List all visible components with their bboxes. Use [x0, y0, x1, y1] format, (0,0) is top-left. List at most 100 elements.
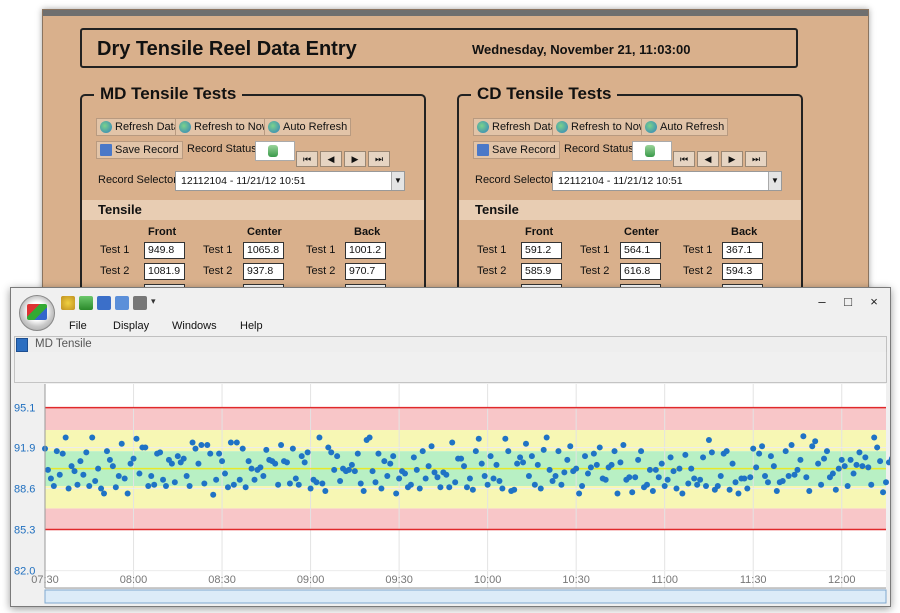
save-record-button[interactable]: Save Record: [96, 141, 183, 159]
data-point: [823, 448, 830, 455]
close-button[interactable]: ×: [870, 294, 878, 309]
column-header: Back: [354, 226, 381, 238]
data-point: [236, 476, 243, 483]
refresh-to-now-button[interactable]: Refresh to Now: [552, 118, 651, 136]
data-point: [829, 470, 836, 477]
menu-windows[interactable]: Windows: [172, 320, 217, 332]
data-point: [283, 459, 290, 466]
value-field[interactable]: 937.8: [243, 263, 284, 280]
x-tick-label: 09:00: [297, 574, 325, 586]
value-field[interactable]: 367.1: [722, 242, 763, 259]
x-tick-label: 07:30: [31, 574, 59, 586]
data-point: [528, 453, 535, 460]
record-selector[interactable]: 12112104 - 11/21/12 10:51 ▼: [552, 171, 782, 191]
chart-pin-icon[interactable]: [16, 338, 28, 352]
data-point: [522, 440, 529, 447]
menu-help[interactable]: Help: [240, 320, 263, 332]
data-point: [868, 481, 875, 488]
data-point: [124, 490, 131, 497]
data-point: [764, 479, 771, 486]
save-record-button[interactable]: Save Record: [473, 141, 560, 159]
data-point: [874, 444, 881, 451]
menu-display[interactable]: Display: [113, 320, 150, 332]
first-record-button[interactable]: ⏮: [296, 151, 318, 167]
data-point: [422, 475, 429, 482]
data-point: [587, 464, 594, 471]
value-field[interactable]: 616.8: [620, 263, 661, 280]
value-field[interactable]: 1081.9: [144, 263, 185, 280]
next-record-button[interactable]: ▶: [344, 151, 366, 167]
value-field[interactable]: 564.1: [620, 242, 661, 259]
connect-icon[interactable]: [79, 296, 93, 310]
refresh-data-button[interactable]: Refresh Data: [473, 118, 561, 136]
control-chart[interactable]: 95.1 91.9 88.6 85.3 82.007:30 08:00 08:30 09:00…: [11, 288, 890, 606]
data-point: [517, 454, 524, 461]
data-point: [705, 436, 712, 443]
save-icon[interactable]: [97, 296, 111, 310]
value-field[interactable]: 970.7: [345, 263, 386, 280]
refresh-icon: [645, 121, 657, 133]
data-point: [127, 460, 134, 467]
data-point: [649, 487, 656, 494]
record-selector-value: 12112104 - 11/21/12 10:51: [181, 175, 306, 187]
first-record-button[interactable]: ⏮: [673, 151, 695, 167]
data-point: [118, 440, 125, 447]
column-header: Back: [731, 226, 758, 238]
save-as-icon[interactable]: [115, 296, 129, 310]
chevron-down-icon[interactable]: ▼: [768, 172, 781, 190]
data-point: [534, 461, 541, 468]
data-point: [702, 483, 709, 489]
data-point: [334, 453, 341, 460]
data-point: [835, 465, 842, 472]
chevron-down-icon[interactable]: ▼: [391, 172, 404, 190]
data-point: [717, 473, 724, 480]
value-field[interactable]: 1065.8: [243, 242, 284, 259]
value-field[interactable]: 591.2: [521, 242, 562, 259]
row-label: Test 2: [580, 265, 610, 277]
data-point: [493, 461, 500, 468]
refresh-data-button[interactable]: Refresh Data: [96, 118, 184, 136]
data-point: [664, 476, 671, 483]
data-point: [688, 465, 695, 472]
outer-band: [45, 508, 886, 530]
data-point: [747, 474, 754, 481]
maximize-button[interactable]: □: [844, 294, 852, 309]
data-point: [449, 439, 456, 446]
data-point: [275, 481, 282, 488]
open-icon[interactable]: [61, 296, 75, 310]
refresh-icon: [268, 121, 280, 133]
value-field[interactable]: 1001.2: [345, 242, 386, 259]
data-point: [89, 434, 96, 441]
x-tick-label: 08:00: [120, 574, 148, 586]
y-tick-label: 82.0: [14, 566, 35, 578]
last-record-button[interactable]: ⏭: [368, 151, 390, 167]
auto-refresh-button[interactable]: Auto Refresh: [264, 118, 352, 136]
row-label: Test 1: [306, 244, 336, 256]
prev-record-button[interactable]: ◀: [697, 151, 719, 167]
data-point: [77, 458, 84, 465]
print-icon[interactable]: [133, 296, 147, 310]
x-tick-label: 10:30: [562, 574, 590, 586]
app-logo-icon[interactable]: [19, 295, 55, 331]
last-record-button[interactable]: ⏭: [745, 151, 767, 167]
customize-toolbar-icon[interactable]: ▾: [151, 296, 156, 306]
data-point: [322, 487, 329, 494]
value-field[interactable]: 585.9: [521, 263, 562, 280]
data-point: [416, 485, 423, 492]
menu-file[interactable]: File: [69, 320, 87, 332]
data-point: [437, 484, 444, 491]
value-field[interactable]: 949.8: [144, 242, 185, 259]
data-point: [759, 443, 766, 450]
value-field[interactable]: 594.3: [722, 263, 763, 280]
data-point: [372, 479, 379, 486]
time-scrollbar[interactable]: [44, 589, 887, 604]
minimize-button[interactable]: –: [818, 294, 826, 309]
next-record-button[interactable]: ▶: [721, 151, 743, 167]
auto-refresh-button[interactable]: Auto Refresh: [641, 118, 729, 136]
data-point: [862, 454, 869, 461]
record-selector[interactable]: 12112104 - 11/21/12 10:51 ▼: [175, 171, 405, 191]
data-point: [272, 460, 279, 467]
data-point: [171, 479, 178, 486]
prev-record-button[interactable]: ◀: [320, 151, 342, 167]
refresh-to-now-button[interactable]: Refresh to Now: [175, 118, 274, 136]
